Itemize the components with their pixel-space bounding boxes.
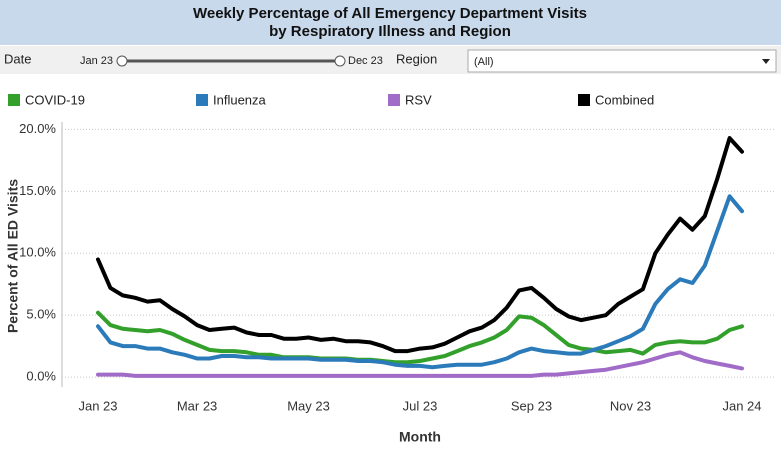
legend-label: Combined bbox=[595, 92, 654, 107]
legend-label: RSV bbox=[405, 92, 432, 107]
x-tick-label: May 23 bbox=[287, 398, 330, 413]
legend-label: COVID-19 bbox=[25, 92, 85, 107]
y-tick-label: 20.0% bbox=[19, 121, 56, 136]
x-tick-label: Sep 23 bbox=[511, 398, 552, 413]
slider-end-handle[interactable] bbox=[334, 55, 346, 67]
legend-label: Influenza bbox=[213, 92, 267, 107]
title-bar bbox=[0, 0, 781, 45]
y-tick-label: 15.0% bbox=[19, 183, 56, 198]
legend-swatch bbox=[388, 94, 400, 106]
x-tick-label: Jul 23 bbox=[403, 398, 438, 413]
series-line bbox=[96, 136, 744, 354]
date-end: Dec 23 bbox=[348, 55, 383, 67]
x-tick-label: Jan 24 bbox=[722, 398, 761, 413]
y-tick-label: 5.0% bbox=[26, 307, 56, 322]
x-tick-label: Nov 23 bbox=[610, 398, 651, 413]
x-axis-title: Month bbox=[399, 429, 441, 445]
chart-title: Weekly Percentage of All Emergency Depar… bbox=[193, 5, 587, 22]
x-tick-label: Jan 23 bbox=[78, 398, 117, 413]
y-tick-label: 0.0% bbox=[26, 369, 56, 384]
y-tick-label: 10.0% bbox=[19, 245, 56, 260]
series-line bbox=[96, 350, 744, 378]
legend-swatch bbox=[578, 94, 590, 106]
series-line bbox=[96, 194, 744, 370]
date-label: Date bbox=[4, 51, 31, 66]
legend-swatch bbox=[196, 94, 208, 106]
region-label: Region bbox=[396, 51, 437, 66]
dropdown-arrow bbox=[762, 59, 770, 64]
y-axis-title: Percent of All ED Visits bbox=[5, 179, 21, 333]
date-start: Jan 23 bbox=[80, 55, 113, 67]
x-tick-label: Mar 23 bbox=[177, 398, 217, 413]
region-value: (All) bbox=[474, 56, 494, 68]
series-line bbox=[96, 310, 744, 365]
slider-start-handle[interactable] bbox=[116, 55, 128, 67]
region-dropdown[interactable] bbox=[467, 49, 777, 73]
legend-swatch bbox=[8, 94, 20, 106]
chart-subtitle: by Respiratory Illness and Region bbox=[269, 23, 511, 40]
